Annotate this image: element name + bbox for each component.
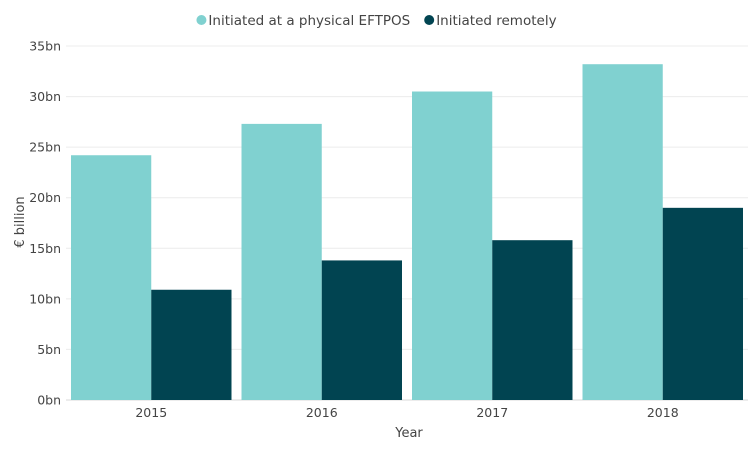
- legend-item-physical-eftpos[interactable]: Initiated at a physical EFTPOS: [196, 13, 410, 29]
- bar-remote-2018[interactable]: [662, 207, 743, 400]
- y-tick-label: 15bn: [29, 241, 61, 256]
- y-tick-label: 0bn: [37, 393, 61, 408]
- legend-marker: [424, 15, 435, 25]
- bar-physical-eftpos-2015[interactable]: [71, 155, 152, 400]
- bar-remote-2015[interactable]: [151, 289, 232, 400]
- y-axis-ticks: 0bn 5bn 10bn 15bn 20bn 25bn 30bn 35bn: [29, 39, 61, 408]
- legend-item-remote[interactable]: Initiated remotely: [424, 13, 557, 29]
- legend-label: Initiated remotely: [436, 13, 556, 29]
- bar-remote-2016[interactable]: [321, 260, 402, 400]
- legend-label: Initiated at a physical EFTPOS: [208, 13, 410, 29]
- y-tick-label: 30bn: [29, 89, 61, 104]
- y-tick-label: 5bn: [37, 342, 61, 357]
- x-tick-label: 2016: [306, 405, 338, 420]
- x-tick-label: 2018: [647, 405, 679, 420]
- bar-physical-eftpos-2017[interactable]: [412, 91, 493, 400]
- y-tick-label: 35bn: [29, 39, 61, 54]
- x-tick-label: 2017: [476, 405, 508, 420]
- y-tick-label: 25bn: [29, 140, 61, 155]
- legend: Initiated at a physical EFTPOS Initiated …: [196, 13, 557, 29]
- y-tick-label: 10bn: [29, 291, 61, 306]
- y-axis-title: € billion: [13, 196, 28, 247]
- bars: [71, 64, 743, 400]
- x-tick-label: 2015: [135, 405, 167, 420]
- bar-remote-2017[interactable]: [492, 240, 573, 400]
- bar-physical-eftpos-2018[interactable]: [582, 64, 663, 400]
- x-axis-ticks: 2015 2016 2017 2018: [135, 405, 678, 420]
- x-axis-title: Year: [394, 426, 423, 441]
- bar-physical-eftpos-2016[interactable]: [241, 123, 322, 400]
- y-tick-label: 20bn: [29, 190, 61, 205]
- legend-marker: [196, 15, 207, 25]
